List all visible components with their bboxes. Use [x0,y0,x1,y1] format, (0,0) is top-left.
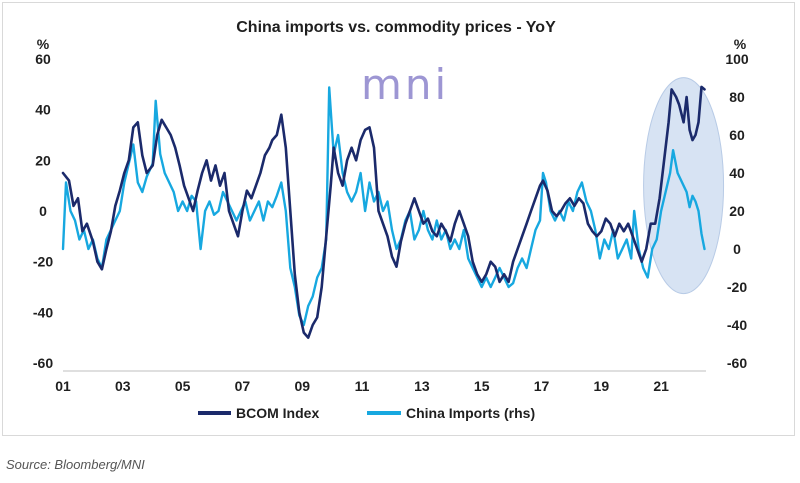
right-tick-label: 80 [729,89,745,105]
source-note: Source: Bloomberg/MNI [6,457,145,472]
right-tick-label: 40 [729,165,745,181]
left-tick-label: 60 [35,51,51,67]
right-tick-label: 20 [729,203,745,219]
x-tick-label: 03 [115,378,131,394]
right-tick-label: 60 [729,127,745,143]
legend-label-imports: China Imports (rhs) [406,405,535,421]
right-axis-ticks: 100 80 60 40 20 0 -20 -40 -60 [725,51,749,371]
x-tick-label: 13 [414,378,430,394]
x-tick-label: 15 [474,378,490,394]
right-tick-label: 0 [733,241,741,257]
x-tick-label: 01 [55,378,71,394]
right-tick-label: -60 [727,355,747,371]
legend-label-bcom: BCOM Index [236,405,319,421]
x-tick-label: 19 [594,378,610,394]
x-tick-label: 09 [294,378,310,394]
chart-frame: mni China imports vs. commodity prices -… [2,2,795,436]
left-axis-ticks: 60 40 20 0 -20 -40 -60 [33,51,53,371]
x-tick-label: 07 [235,378,251,394]
series-line-china-imports [61,86,706,327]
right-tick-label: -40 [727,317,747,333]
left-tick-label: -20 [33,254,53,270]
legend: BCOM Index China Imports (rhs) [198,405,535,421]
left-axis-unit: % [37,36,50,52]
x-axis-ticks: 01 03 05 07 09 11 13 15 17 19 21 [55,378,669,394]
left-tick-label: -40 [33,304,53,320]
x-tick-label: 11 [355,378,370,394]
right-axis-unit: % [734,36,747,52]
left-tick-label: 0 [39,203,47,219]
right-tick-label: -20 [727,279,747,295]
x-tick-label: 21 [653,378,669,394]
mni-watermark: mni [361,60,449,109]
line-chart: mni China imports vs. commodity prices -… [33,19,749,421]
right-tick-label: 100 [725,51,749,67]
series-layer [61,85,706,339]
series-line-bcom [61,85,706,339]
left-tick-label: 20 [35,152,51,168]
left-tick-label: -60 [33,355,53,371]
x-tick-label: 17 [534,378,550,394]
left-tick-label: 40 [35,102,51,118]
x-tick-label: 05 [175,378,191,394]
chart-title: China imports vs. commodity prices - YoY [236,19,556,36]
